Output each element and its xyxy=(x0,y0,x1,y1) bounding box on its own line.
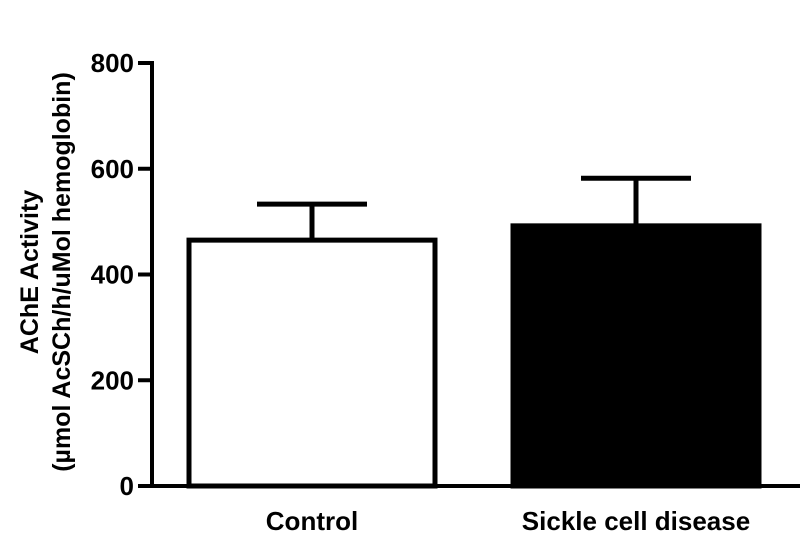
y-axis-label-line-1: AChE Activity xyxy=(16,190,44,354)
y-tick-label-400: 400 xyxy=(91,260,134,290)
category-label-sickle-cell-disease: Sickle cell disease xyxy=(522,506,750,536)
bars xyxy=(186,175,762,489)
bar-control xyxy=(186,237,438,489)
category-label-control: Control xyxy=(266,506,358,536)
y-tick-label-800: 800 xyxy=(91,48,134,78)
category-labels: Control Sickle cell disease xyxy=(266,506,750,536)
y-axis-label-line-2: (µmol AcSCh/h/uMol hemoglobin) xyxy=(48,72,76,472)
bar-sickle-cell-disease xyxy=(510,223,762,489)
y-tick-label-0: 0 xyxy=(120,471,134,501)
y-axis-label: AChE Activity (µmol AcSCh/h/uMol hemoglo… xyxy=(16,72,76,472)
y-tick-label-600: 600 xyxy=(91,154,134,184)
y-tick-label-200: 200 xyxy=(91,365,134,395)
y-ticks: 0 200 400 600 800 xyxy=(91,48,152,501)
